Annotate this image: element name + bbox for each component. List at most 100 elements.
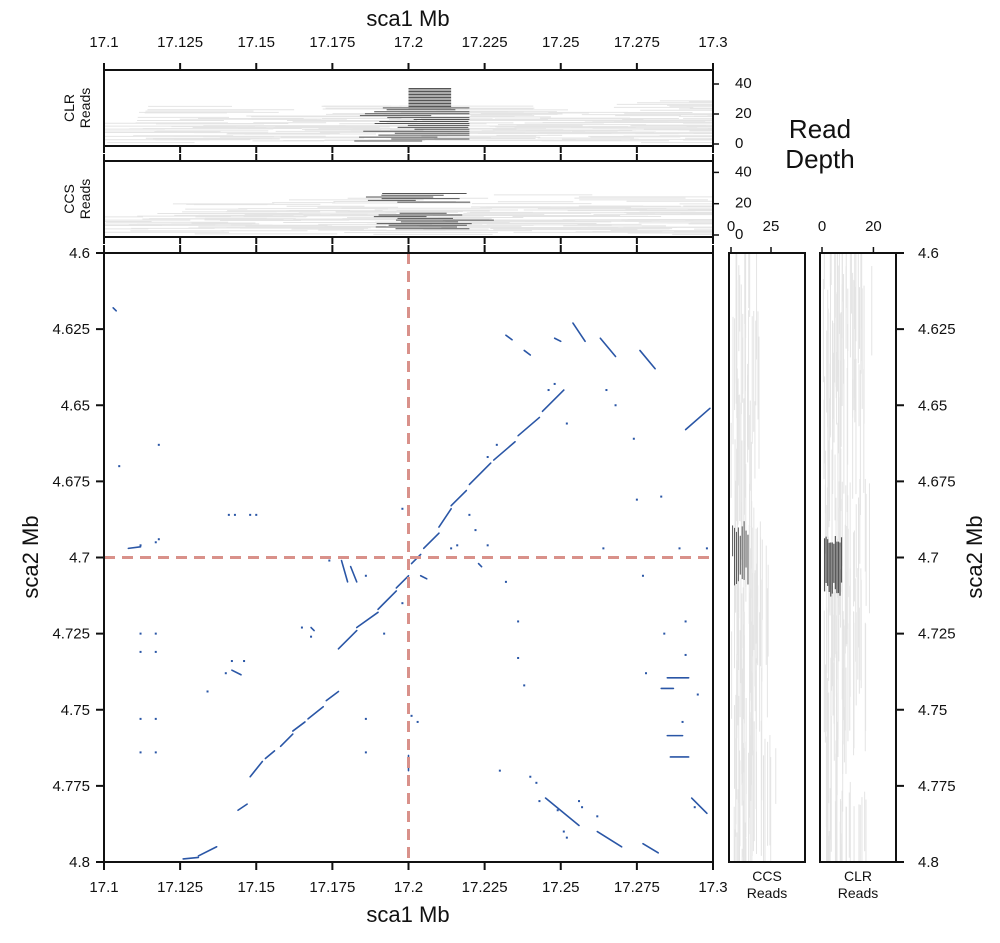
top-x-tick-label: 17.3 <box>698 34 727 51</box>
alignment-dot <box>139 717 142 720</box>
alignment-dot <box>562 830 565 833</box>
left-y-tick-label: 4.7 <box>69 550 90 567</box>
alignment-segment <box>541 389 565 413</box>
alignment-segment <box>249 760 264 778</box>
top-x-axis-title: sca1 Mb <box>366 6 449 31</box>
top-x-tick-label: 17.15 <box>237 34 275 51</box>
clr-top-label-line2: Reads <box>77 88 93 128</box>
bottom-x-tick-label: 17.3 <box>698 879 727 896</box>
alignment-dot <box>565 422 568 425</box>
alignment-dot <box>581 806 584 809</box>
alignment-dot <box>118 465 121 468</box>
right-y-tick-label: 4.675 <box>918 473 956 490</box>
alignment-dot <box>456 544 459 547</box>
read-depth-title-line1: Read <box>789 114 851 144</box>
alignment-dot <box>678 547 681 550</box>
alignment-dot <box>364 751 367 754</box>
depth-tick-label: 40 <box>735 75 752 92</box>
alignment-dot <box>504 580 507 583</box>
alignment-dot <box>416 720 419 723</box>
alignment-dot <box>243 660 246 663</box>
alignment-dot <box>139 751 142 754</box>
alignment-dot <box>230 660 233 663</box>
alignment-segment <box>639 349 656 370</box>
alignment-dot <box>486 544 489 547</box>
alignment-dot <box>535 781 538 784</box>
alignment-dot <box>224 672 227 675</box>
alignment-segment <box>599 337 617 358</box>
right-y-tick-label: 4.8 <box>918 854 939 871</box>
alignment-dot <box>401 602 404 605</box>
alignment-segment <box>337 629 358 650</box>
alignment-dot <box>596 815 599 818</box>
left-y-tick-label: 4.725 <box>52 626 90 643</box>
main-dotplot <box>104 253 713 863</box>
alignment-dot <box>578 800 581 803</box>
alignment-dot <box>693 806 696 809</box>
alignment-dot <box>139 632 142 635</box>
depth-tick-label: 40 <box>735 163 752 180</box>
right-y-axis-title: sca2 Mb <box>962 515 987 598</box>
clr-side-label-line1: CLR <box>844 868 872 884</box>
alignment-dot <box>154 751 157 754</box>
alignment-segment <box>264 750 276 760</box>
alignment-segment <box>690 797 708 815</box>
alignment-dot <box>660 495 663 498</box>
alignment-dot <box>233 513 236 516</box>
top-x-tick-label: 17.125 <box>157 34 203 51</box>
main-axes: 17.1 17.125 17.15 17.175 17.2 17.225 17.25 17.2… <box>52 34 955 896</box>
bottom-x-tick-label: 17.2 <box>394 879 423 896</box>
alignment-dot <box>474 529 477 532</box>
alignment-segment <box>450 489 468 507</box>
depth-tick-label: 20 <box>865 218 882 235</box>
alignment-segment <box>182 856 200 860</box>
alignment-dot <box>605 389 608 392</box>
alignment-segment <box>572 322 586 343</box>
bottom-x-tick-label: 17.225 <box>462 879 508 896</box>
top-x-tick-label: 17.175 <box>309 34 355 51</box>
alignment-dot <box>529 775 532 778</box>
alignment-dot <box>154 717 157 720</box>
alignment-dot <box>547 389 550 392</box>
alignment-dot <box>255 513 258 516</box>
alignment-dot <box>249 513 252 516</box>
alignment-dot <box>517 620 520 623</box>
left-y-tick-label: 4.775 <box>52 778 90 795</box>
right-y-tick-label: 4.725 <box>918 626 956 643</box>
alignment-dot <box>157 538 160 541</box>
alignment-dot <box>565 836 568 839</box>
alignment-segment <box>377 590 398 611</box>
alignment-segment <box>684 407 711 431</box>
top-x-tick-label: 17.1 <box>89 34 118 51</box>
alignment-dot <box>553 382 556 385</box>
alignment-dot <box>154 650 157 653</box>
clr-side-label-line2: Reads <box>838 885 878 901</box>
alignment-segment <box>307 705 325 720</box>
left-y-tick-label: 4.8 <box>69 854 90 871</box>
alignment-segment <box>291 721 306 732</box>
alignment-dot <box>328 559 331 562</box>
alignment-dot <box>486 456 489 459</box>
alignment-dot <box>523 684 526 687</box>
alignment-dot <box>538 800 541 803</box>
top-x-tick-label: 17.25 <box>542 34 580 51</box>
read-depth-title-line2: Depth <box>785 144 854 174</box>
alignment-segment <box>596 830 623 848</box>
bottom-x-tick-label: 17.1 <box>89 879 118 896</box>
bottom-x-tick-label: 17.25 <box>542 879 580 896</box>
alignment-segment <box>505 334 513 341</box>
alignment-segment <box>325 690 340 702</box>
alignment-dot <box>641 574 644 577</box>
alignment-segment <box>492 440 516 461</box>
alignment-segment <box>477 562 483 568</box>
depth-tick-label: 0 <box>818 218 826 235</box>
alignment-dot <box>602 547 605 550</box>
left-y-axis-title: sca2 Mb <box>18 515 43 598</box>
depth-tick-label: 0 <box>735 226 743 243</box>
alignment-dot <box>139 544 142 547</box>
right-y-tick-label: 4.65 <box>918 397 947 414</box>
alignment-segment <box>523 349 532 356</box>
ccs-side-label-line2: Reads <box>747 885 787 901</box>
left-y-tick-label: 4.625 <box>52 321 90 338</box>
alignment-segment <box>438 507 452 528</box>
